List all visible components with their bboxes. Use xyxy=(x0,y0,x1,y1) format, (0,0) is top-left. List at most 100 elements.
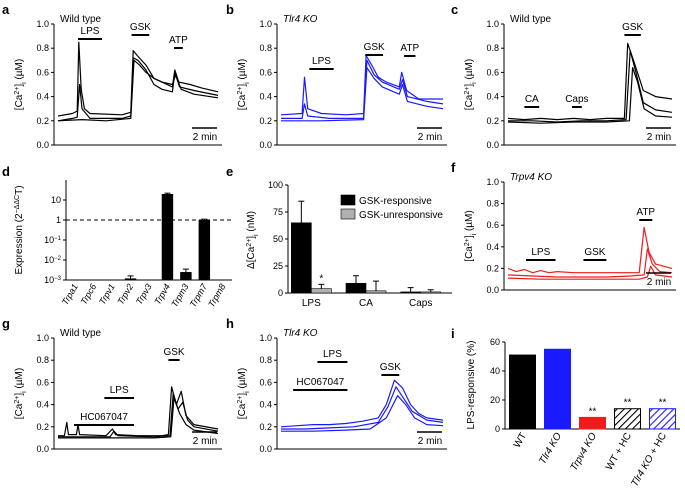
f-stim-label-lps: LPS xyxy=(531,247,550,258)
e-ytick-label: 0 xyxy=(278,288,283,298)
f-ytick-label: 0.0 xyxy=(486,285,499,295)
e-bar-lps-responsive xyxy=(291,222,312,294)
e-ytick-label: 75 xyxy=(273,207,283,217)
b-ytick-label: 0.6 xyxy=(259,67,272,77)
h-ytick-label: 0.2 xyxy=(259,422,272,432)
b-scale-label: 2 min xyxy=(418,132,442,143)
e-ytick-label: 100 xyxy=(268,180,283,190)
d-bar-trpv2 xyxy=(124,278,137,280)
b-ytick-label: 0.0 xyxy=(259,140,272,150)
h-stim-label-gsk: GSK xyxy=(380,362,401,373)
c-trace-3 xyxy=(507,67,673,124)
c-ytick-label: 0.0 xyxy=(486,140,499,150)
a-stim-label-atp: ATP xyxy=(169,35,188,46)
c-ytick-label: 0.6 xyxy=(486,67,499,77)
e-xtick-label-ca: CA xyxy=(359,298,373,309)
g-ytick-label: 0.0 xyxy=(36,444,49,454)
h-stim-label-hc067047: HC067047 xyxy=(296,377,344,388)
g-ytick-label: 1.0 xyxy=(36,333,49,343)
i-bar-4 xyxy=(649,408,676,430)
f-scale-label: 2 min xyxy=(647,277,671,288)
g-ytick-label: 0.2 xyxy=(36,422,49,432)
e-ytick-label: 50 xyxy=(273,234,283,244)
f-trace-3 xyxy=(507,265,673,280)
d-ytick-label: 10−3 xyxy=(44,275,62,285)
c-stim-label-ca: CA xyxy=(525,94,539,105)
a-ytick-label: 1.0 xyxy=(36,19,49,29)
e-bar-caps-responsive xyxy=(400,291,421,294)
i-bar-1 xyxy=(544,348,571,430)
d-xtick-label-trpv3: Trpv3 xyxy=(134,282,154,306)
b-trace-3 xyxy=(281,67,444,122)
i-xtick-label-1: Tlr4 KO xyxy=(537,431,564,467)
i-bar-0 xyxy=(509,354,536,430)
d-ytick-label: 10 xyxy=(51,195,61,205)
i-ytick-label: 40 xyxy=(490,366,500,376)
e-xtick-label-lps: LPS xyxy=(302,298,321,309)
c-ylabel: [Ca2+]i (µM) xyxy=(464,59,478,110)
h-genotype: Tlr4 KO xyxy=(283,328,318,339)
d-ytick-label: 10−2 xyxy=(44,255,62,265)
b-panel-letter: b xyxy=(226,2,234,17)
g-genotype: Wild type xyxy=(60,328,102,339)
i-bar-2 xyxy=(579,416,606,430)
e-bar-lps-unresponsive xyxy=(311,288,332,294)
a-ytick-label: 0.6 xyxy=(36,67,49,77)
f-stim-label-gsk: GSK xyxy=(584,247,605,258)
e-ytick-label: 25 xyxy=(273,261,283,271)
g-scale-label: 2 min xyxy=(193,436,217,447)
i-xtick-label-2: Trpv4 KO xyxy=(569,431,600,473)
g-stim-label-hc067047: HC067047 xyxy=(80,412,128,423)
a-stim-label-lps: LPS xyxy=(81,26,100,37)
d-xtick-label-trpv1: Trpv1 xyxy=(97,282,117,306)
g-ytick-label: 0.8 xyxy=(36,355,49,365)
f-panel-letter: f xyxy=(451,160,456,175)
c-scale-label: 2 min xyxy=(647,132,671,143)
a-ytick-label: 0.4 xyxy=(36,92,49,102)
b-stim-label-lps: LPS xyxy=(312,56,331,67)
c-genotype: Wild type xyxy=(510,14,552,25)
f-genotype: Trpv4 KO xyxy=(510,172,552,183)
e-bar-ca-unresponsive xyxy=(365,290,387,294)
a-genotype: Wild type xyxy=(60,14,102,25)
a-stim-label-gsk: GSK xyxy=(130,22,151,33)
c-ytick-label: 1.0 xyxy=(486,19,499,29)
i-significance: ** xyxy=(624,398,632,409)
i-xtick-label-4: Tlr4 KO + HC xyxy=(629,431,669,489)
b-ylabel: [Ca2+]i (µM) xyxy=(237,59,251,110)
f-trace-1 xyxy=(507,226,673,274)
i-ylabel: LPS-responsive (%) xyxy=(466,341,477,430)
h-ytick-label: 0.8 xyxy=(259,355,272,365)
a-ylabel: [Ca2+]i (µM) xyxy=(14,59,28,110)
d-bar-trpv4 xyxy=(161,193,174,280)
c-stim-label-gsk: GSK xyxy=(622,22,643,33)
i-xtick-label-3: WT + HC xyxy=(604,431,634,472)
h-stim-label-lps: LPS xyxy=(323,349,342,360)
e-legend-swatch-unresponsive xyxy=(340,208,356,220)
b-ytick-label: 0.2 xyxy=(259,116,272,126)
h-trace-1 xyxy=(280,379,444,428)
b-ytick-label: 0.4 xyxy=(259,92,272,102)
b-genotype: Tlr4 KO xyxy=(283,14,318,25)
e-legend-label-responsive: GSK-responsive xyxy=(359,196,432,207)
h-trace-3 xyxy=(281,395,444,432)
h-ytick-label: 0.0 xyxy=(259,444,272,454)
g-stim-label-gsk: GSK xyxy=(163,347,184,358)
h-ytick-label: 0.4 xyxy=(259,400,272,410)
h-ylabel: [Ca2+]i (µM) xyxy=(237,368,251,419)
i-significance: ** xyxy=(659,398,667,409)
a-ytick-label: 0.0 xyxy=(36,140,49,150)
a-ytick-label: 0.2 xyxy=(36,116,49,126)
c-trace-2 xyxy=(508,50,673,123)
e-xtick-label-caps: Caps xyxy=(409,298,432,309)
h-trace-2 xyxy=(281,386,444,430)
f-ytick-label: 0.8 xyxy=(486,199,499,209)
b-trace-1 xyxy=(280,54,443,116)
e-significance: * xyxy=(319,273,323,284)
i-ytick-label: 60 xyxy=(490,337,500,347)
i-bar-3 xyxy=(614,408,641,430)
a-scale-label: 2 min xyxy=(193,132,217,143)
c-ytick-label: 0.2 xyxy=(486,116,499,126)
i-xtick-label-0: WT xyxy=(512,431,529,450)
